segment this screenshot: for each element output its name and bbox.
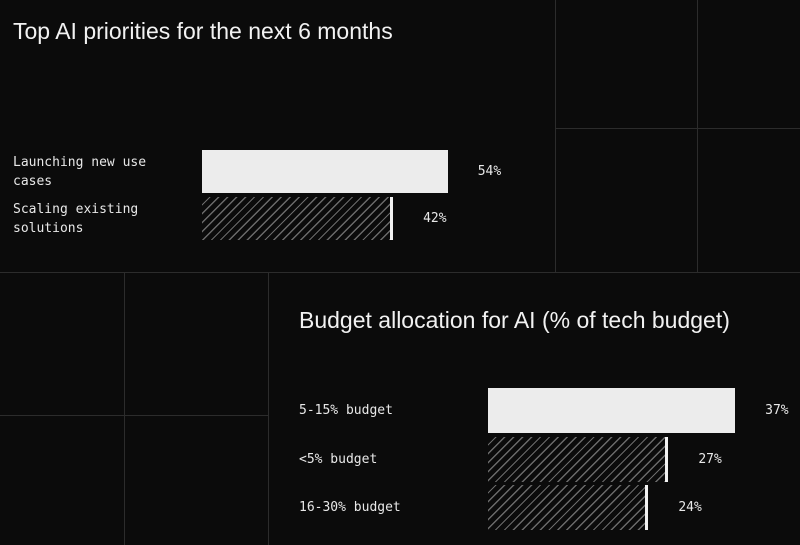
bar xyxy=(202,197,394,240)
grid-line xyxy=(0,415,268,416)
bar-end-marker xyxy=(645,485,649,530)
category-label: 16-30% budget xyxy=(299,500,401,515)
bar xyxy=(202,150,448,193)
bar xyxy=(488,388,736,433)
value-label: 54% xyxy=(477,164,502,179)
value-label: 42% xyxy=(423,211,447,226)
chart-title: Top AI priorities for the next 6 months xyxy=(13,18,393,44)
bar xyxy=(488,436,669,482)
bar xyxy=(488,485,649,530)
grid-line xyxy=(268,272,269,545)
category-label: 5-15% budget xyxy=(299,403,393,418)
value-label: 24% xyxy=(678,500,702,515)
bar-end-marker xyxy=(390,197,394,240)
chart-title: Budget allocation for AI (% of tech budg… xyxy=(299,307,730,333)
bar-end-marker xyxy=(665,436,669,482)
grid-line xyxy=(0,272,800,273)
value-label: 37% xyxy=(765,403,789,418)
grid-line xyxy=(555,128,800,129)
grid-line xyxy=(555,0,556,272)
category-label: <5% budget xyxy=(299,451,378,467)
grid-line xyxy=(124,272,125,545)
category-label: Scaling existing solutions xyxy=(13,201,139,236)
category-label: Launching new use cases xyxy=(13,154,147,189)
grid-line xyxy=(697,0,698,272)
value-label: 27% xyxy=(698,451,722,467)
